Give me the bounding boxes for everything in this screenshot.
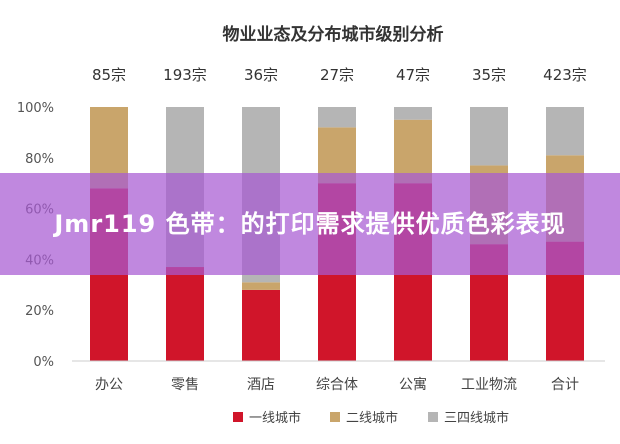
overlay-banner: Jmr119 色带：的打印需求提供优质色彩表现 [0, 173, 620, 275]
bar-segment-3 [546, 107, 584, 156]
x-tick-label: 公寓 [399, 376, 427, 393]
legend-label: 三四线城市 [444, 410, 509, 426]
x-tick-label: 综合体 [316, 377, 358, 393]
x-tick-label: 工业物流 [461, 377, 517, 393]
overlay-text: Jmr119 色带：的打印需求提供优质色彩表现 [54, 210, 566, 238]
bar-segment-2 [394, 119, 432, 184]
x-tick-label: 合计 [551, 377, 579, 393]
count-label: 27宗 [320, 66, 354, 84]
y-tick-label: 100% [17, 101, 54, 116]
y-tick-label: 20% [25, 304, 54, 319]
count-label: 36宗 [244, 66, 278, 84]
count-label: 423宗 [543, 66, 587, 84]
count-label: 85宗 [92, 66, 126, 84]
y-tick-label: 80% [25, 152, 54, 167]
chart-title: 物业业态及分布城市级别分析 [223, 24, 444, 45]
bar-segment-1 [166, 267, 204, 361]
legend: 一线城市 二线城市 三四线城市 [233, 410, 509, 426]
bar-segment-1 [242, 289, 280, 361]
x-tick-label: 办公 [95, 377, 123, 393]
x-axis: 办公 零售 酒店 综合体 公寓 工业物流 合计 [95, 376, 579, 393]
count-labels: 85宗 193宗 36宗 27宗 47宗 35宗 423宗 [92, 66, 587, 84]
count-label: 193宗 [163, 66, 207, 84]
legend-swatch [330, 412, 340, 422]
bar-segment-2 [242, 282, 280, 290]
bar-segment-3 [318, 107, 356, 128]
legend-swatch [233, 412, 243, 422]
bar-segment-3 [394, 107, 432, 120]
count-label: 47宗 [396, 66, 430, 84]
x-tick-label: 零售 [171, 377, 199, 393]
legend-swatch [428, 412, 438, 422]
count-label: 35宗 [472, 66, 506, 84]
x-tick-label: 酒店 [247, 377, 275, 393]
legend-label: 一线城市 [249, 410, 301, 426]
y-tick-label: 0% [33, 355, 54, 370]
legend-label: 二线城市 [346, 410, 398, 426]
bar-segment-3 [470, 107, 508, 166]
